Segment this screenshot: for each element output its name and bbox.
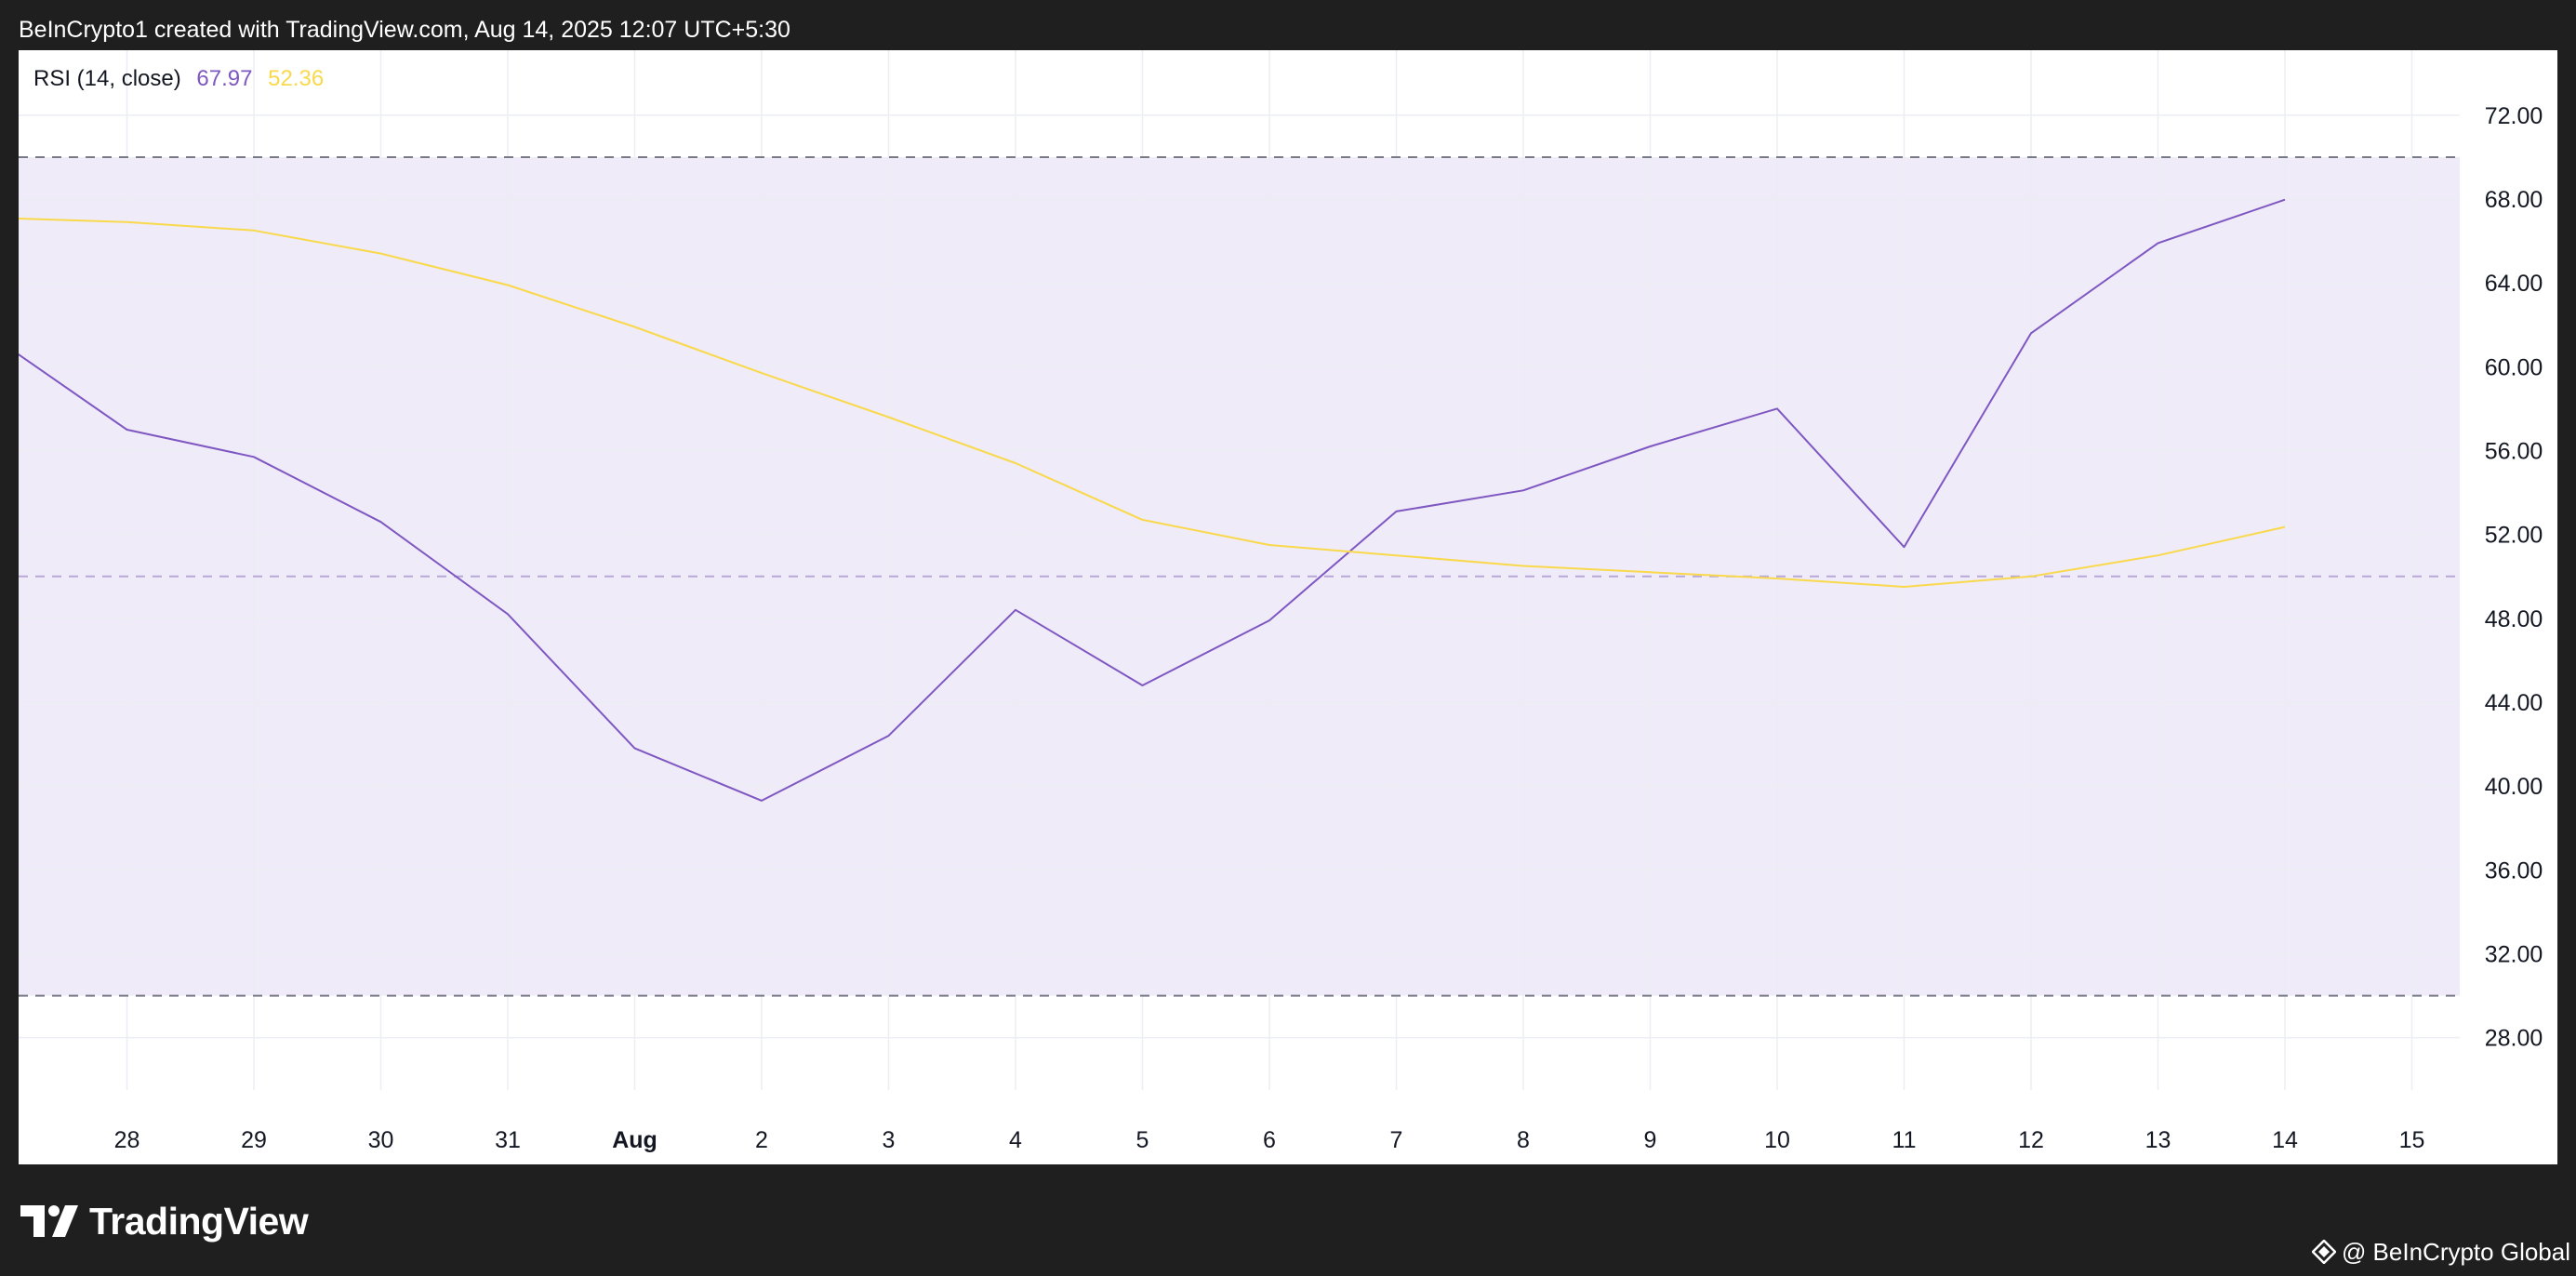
y-tick-label: 36.00 (2485, 857, 2543, 884)
legend-indicator-label: RSI (14, close) (33, 66, 181, 91)
y-tick-label: 32.00 (2485, 941, 2543, 967)
x-tick-label: 4 (1009, 1127, 1022, 1153)
x-tick-label: 30 (368, 1127, 394, 1153)
x-tick-label: 5 (1136, 1127, 1149, 1153)
legend-rsi-value: 67.97 (196, 66, 253, 91)
y-tick-label: 52.00 (2485, 523, 2543, 549)
rsi-ma-line[interactable] (19, 217, 2286, 588)
x-tick-label: 15 (2399, 1127, 2425, 1153)
x-tick-label: 31 (495, 1127, 521, 1153)
grid-lines (19, 50, 2460, 1090)
x-axis: 28 29 30 31 Aug 2 3 4 5 6 7 8 9 10 11 12 13 14 15 (114, 1127, 2425, 1153)
x-tick-label: 8 (1517, 1127, 1530, 1153)
y-tick-label: 60.00 (2485, 354, 2543, 380)
tradingview-logo-icon (20, 1205, 78, 1237)
x-tick-label: 9 (1644, 1127, 1657, 1153)
chart-attribution-header: BeInCrypto1 created with TradingView.com… (19, 17, 790, 43)
x-tick-label: 6 (1263, 1127, 1276, 1153)
rsi-line[interactable] (19, 198, 2286, 802)
tradingview-logo[interactable]: TradingView (20, 1198, 309, 1244)
y-tick-label: 28.00 (2485, 1026, 2543, 1052)
beincrypto-diamond-icon (2311, 1240, 2336, 1264)
y-axis: 28.00 32.00 36.00 40.00 44.00 48.00 52.00 56.00… (2485, 103, 2543, 1052)
series-lines (19, 198, 2286, 802)
tradingview-logo-text: TradingView (89, 1199, 309, 1243)
attribution-text: @ BeInCrypto Global (2341, 1237, 2570, 1266)
x-tick-label: 12 (2018, 1127, 2044, 1153)
x-tick-label: 11 (1892, 1127, 1917, 1153)
y-tick-label: 56.00 (2485, 439, 2543, 465)
x-tick-label: 13 (2145, 1127, 2171, 1153)
x-tick-label: 3 (883, 1127, 896, 1153)
x-tick-label: 7 (1390, 1127, 1403, 1153)
legend-ma-value: 52.36 (268, 66, 325, 91)
y-tick-label: 64.00 (2485, 271, 2543, 297)
x-tick-label: 14 (2272, 1127, 2298, 1153)
y-tick-label: 40.00 (2485, 774, 2543, 800)
y-tick-label: 72.00 (2485, 103, 2543, 129)
x-tick-label: 28 (114, 1127, 140, 1153)
x-tick-label: 10 (1764, 1127, 1790, 1153)
chart-legend[interactable]: RSI (14, close) 67.97 52.36 (33, 63, 333, 95)
y-tick-label: 68.00 (2485, 187, 2543, 213)
y-tick-label: 44.00 (2485, 690, 2543, 716)
rsi-chart[interactable]: 28.00 32.00 36.00 40.00 44.00 48.00 52.00 56.00… (19, 50, 2557, 1164)
beincrypto-attribution: @ BeInCrypto Global (2311, 1233, 2570, 1270)
y-tick-label: 48.00 (2485, 606, 2543, 632)
x-tick-label: 2 (755, 1127, 768, 1153)
rsi-chart-panel[interactable]: 28.00 32.00 36.00 40.00 44.00 48.00 52.00 56.00… (19, 50, 2557, 1164)
x-tick-label: 29 (241, 1127, 267, 1153)
x-tick-label: Aug (612, 1127, 657, 1153)
